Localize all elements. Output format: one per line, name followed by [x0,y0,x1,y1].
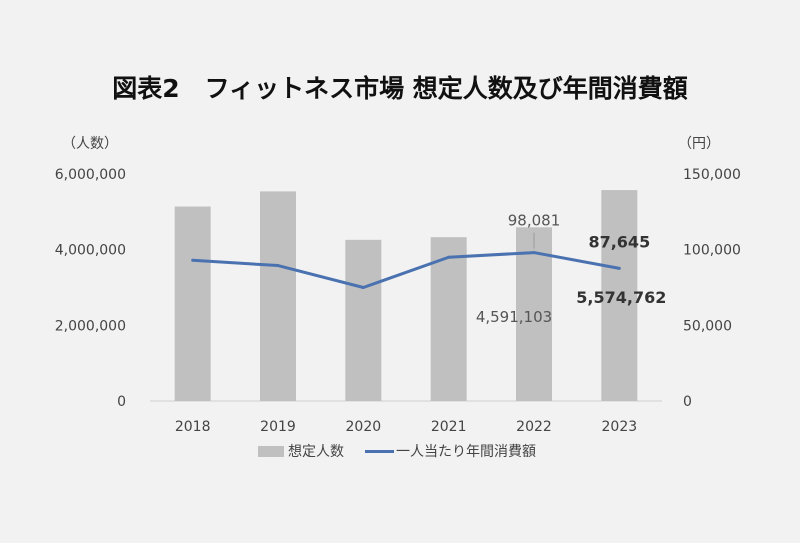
line-point [361,286,365,289]
x-tick-label: 2023 [602,419,638,435]
y-right-tick-label: 100,000 [683,243,741,259]
bar [260,191,296,401]
y-left-tick-label: 2,000,000 [55,318,126,334]
line-point [276,264,280,268]
series-line [192,251,620,289]
bars-layer [174,190,638,401]
y-left-tick-label: 4,000,000 [55,243,126,259]
legend-label: 想定人数 [288,444,344,460]
y-left-unit-label: （人数） [62,136,118,152]
data-label: 98,081 [508,212,561,230]
legend-swatch-bar [258,446,284,457]
bar [430,237,467,401]
x-tick-label: 2022 [516,419,552,435]
line-point [191,258,195,262]
y-left-tick-label: 6,000,000 [55,167,126,183]
y-right-tick-label: 150,000 [683,167,741,183]
bar [601,190,638,401]
bar [345,239,382,401]
bar [174,206,211,401]
data-labels-layer: 98,081 87,645 4,591,103 5,574,762 [476,212,667,326]
y-right-unit-label: （円） [678,136,720,152]
data-label: 87,645 [588,232,650,251]
y-left-tick-label: 0 [117,394,126,410]
x-tick-label: 2018 [175,419,211,435]
x-tick-label: 2020 [346,419,382,435]
data-label: 5,574,762 [576,288,666,307]
chart-title: 図表2 フィットネス市場 想定人数及び年間消費額 [112,74,688,103]
axes-layer: 0 2,000,000 4,000,000 6,000,000 0 50,000 100,0… [55,167,741,435]
data-label: 4,591,103 [476,308,552,326]
y-right-tick-label: 0 [683,394,692,410]
y-right-tick-label: 50,000 [683,318,732,334]
x-tick-label: 2019 [260,419,296,435]
line-layer [191,251,621,289]
line-point [617,266,621,270]
legend: 想定人数 一人当たり年間消費額 [258,444,536,460]
x-tick-label: 2021 [431,419,467,435]
line-point [532,251,536,255]
line-point [447,255,451,259]
legend-label: 一人当たり年間消費額 [396,444,536,460]
